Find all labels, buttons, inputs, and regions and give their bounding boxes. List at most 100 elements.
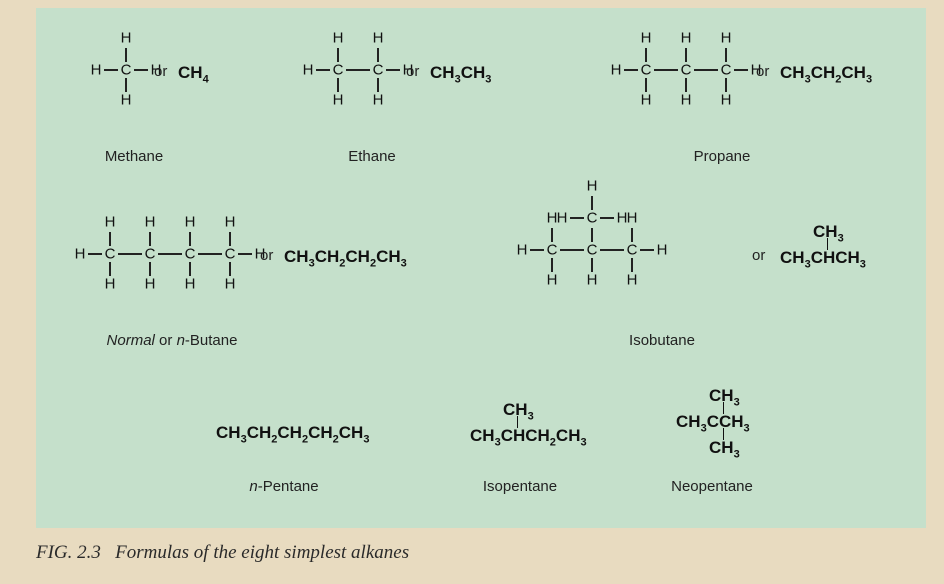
condensed-formula-n-butane: CH3CH2CH2CH3	[284, 247, 407, 269]
structural-formula-propane: HCHHCHHCHHH	[606, 24, 766, 120]
atom-h: H	[222, 214, 238, 231]
or-label: or	[752, 247, 765, 264]
bond	[88, 253, 102, 254]
atom-h: H	[300, 62, 316, 79]
atom-h: H	[638, 92, 654, 109]
bond	[109, 262, 110, 276]
atom-h: H	[584, 272, 600, 289]
condensed-formula-isobutane: CH3 CH3CHCH3	[780, 222, 940, 274]
bond	[551, 228, 552, 242]
or-label: or	[756, 63, 769, 80]
structural-formula-ethane: HCHHCHHH	[298, 24, 418, 120]
atom-h: H	[370, 92, 386, 109]
molecule-name-neopentane: Neopentane	[632, 478, 792, 495]
bond	[734, 69, 748, 70]
bond	[645, 78, 646, 92]
bond	[238, 253, 252, 254]
bond	[725, 78, 726, 92]
molecule-name-propane: Propane	[642, 148, 802, 165]
atom-h: H	[514, 242, 530, 259]
bond	[337, 48, 338, 62]
bond	[723, 428, 724, 440]
bond	[631, 228, 632, 242]
structural-formula-isobutane: HCHHCHCHHHCHHH	[512, 180, 672, 300]
atom-c: C	[118, 62, 134, 79]
atom-h: H	[330, 30, 346, 47]
atom-h: H	[718, 92, 734, 109]
or-label: or	[154, 63, 167, 80]
condensed-formula-isopentane: CH3CH3CHCH2CH3	[470, 400, 630, 452]
atom-h: H	[638, 30, 654, 47]
bond	[189, 232, 190, 246]
molecule-name-n-butane: Normal or n-Butane	[92, 332, 252, 349]
atom-h: H	[222, 276, 238, 293]
atom-h: H	[624, 272, 640, 289]
condensed-formula-propane: CH3CH2CH3	[780, 63, 872, 85]
atom-c: C	[142, 246, 158, 263]
atom-h: H	[678, 30, 694, 47]
bond	[104, 69, 118, 70]
atom-h: H	[624, 210, 640, 227]
bond	[631, 258, 632, 272]
atom-c: C	[330, 62, 346, 79]
atom-c: C	[638, 62, 654, 79]
bond	[134, 69, 148, 70]
bond	[551, 258, 552, 272]
bond	[517, 416, 518, 428]
condensed-formula-methane: CH4	[178, 63, 209, 85]
atom-h: H	[654, 242, 670, 259]
atom-h: H	[554, 210, 570, 227]
condensed-line: CH3	[503, 400, 534, 422]
atom-c: C	[584, 210, 600, 227]
atom-c: C	[544, 242, 560, 259]
molecule-name-methane: Methane	[54, 148, 214, 165]
bond	[316, 69, 330, 70]
bond	[109, 232, 110, 246]
bond	[118, 253, 142, 254]
bond	[189, 262, 190, 276]
atom-h: H	[142, 214, 158, 231]
molecule-name-isobutane: Isobutane	[582, 332, 742, 349]
atom-c: C	[182, 246, 198, 263]
molecule-name-n-pentane: n-Pentane	[204, 478, 364, 495]
atom-h: H	[678, 92, 694, 109]
bond	[725, 48, 726, 62]
bond	[337, 78, 338, 92]
bond	[346, 69, 370, 70]
bond	[685, 78, 686, 92]
atom-h: H	[544, 272, 560, 289]
molecule-name-isopentane: Isopentane	[440, 478, 600, 495]
condensed-line: CH3	[813, 222, 844, 244]
bond	[685, 48, 686, 62]
bond	[624, 69, 638, 70]
atom-c: C	[102, 246, 118, 263]
atom-h: H	[118, 92, 134, 109]
bond	[591, 196, 592, 210]
bond	[600, 249, 624, 250]
condensed-line: CH3CHCH3	[780, 248, 866, 270]
atom-h: H	[330, 92, 346, 109]
condensed-formula-ethane: CH3CH3	[430, 63, 491, 85]
bond	[125, 78, 126, 92]
bond	[654, 69, 678, 70]
bond	[377, 48, 378, 62]
atom-h: H	[88, 62, 104, 79]
condensed-line: CH3	[709, 438, 740, 460]
atom-h: H	[608, 62, 624, 79]
bond	[377, 78, 378, 92]
molecule-name-ethane: Ethane	[292, 148, 452, 165]
bond	[645, 48, 646, 62]
figure-title: Formulas of the eight simplest alkanes	[115, 542, 409, 563]
bond	[530, 249, 544, 250]
bond	[229, 232, 230, 246]
bond	[149, 262, 150, 276]
or-label: or	[406, 63, 419, 80]
bond	[570, 217, 584, 218]
atom-h: H	[584, 178, 600, 195]
bond	[694, 69, 718, 70]
atom-h: H	[142, 276, 158, 293]
condensed-line: CH3	[709, 386, 740, 408]
bond	[386, 69, 400, 70]
atom-h: H	[182, 276, 198, 293]
condensed-formula-n-pentane: CH3CH2CH2CH2CH3	[216, 423, 369, 445]
